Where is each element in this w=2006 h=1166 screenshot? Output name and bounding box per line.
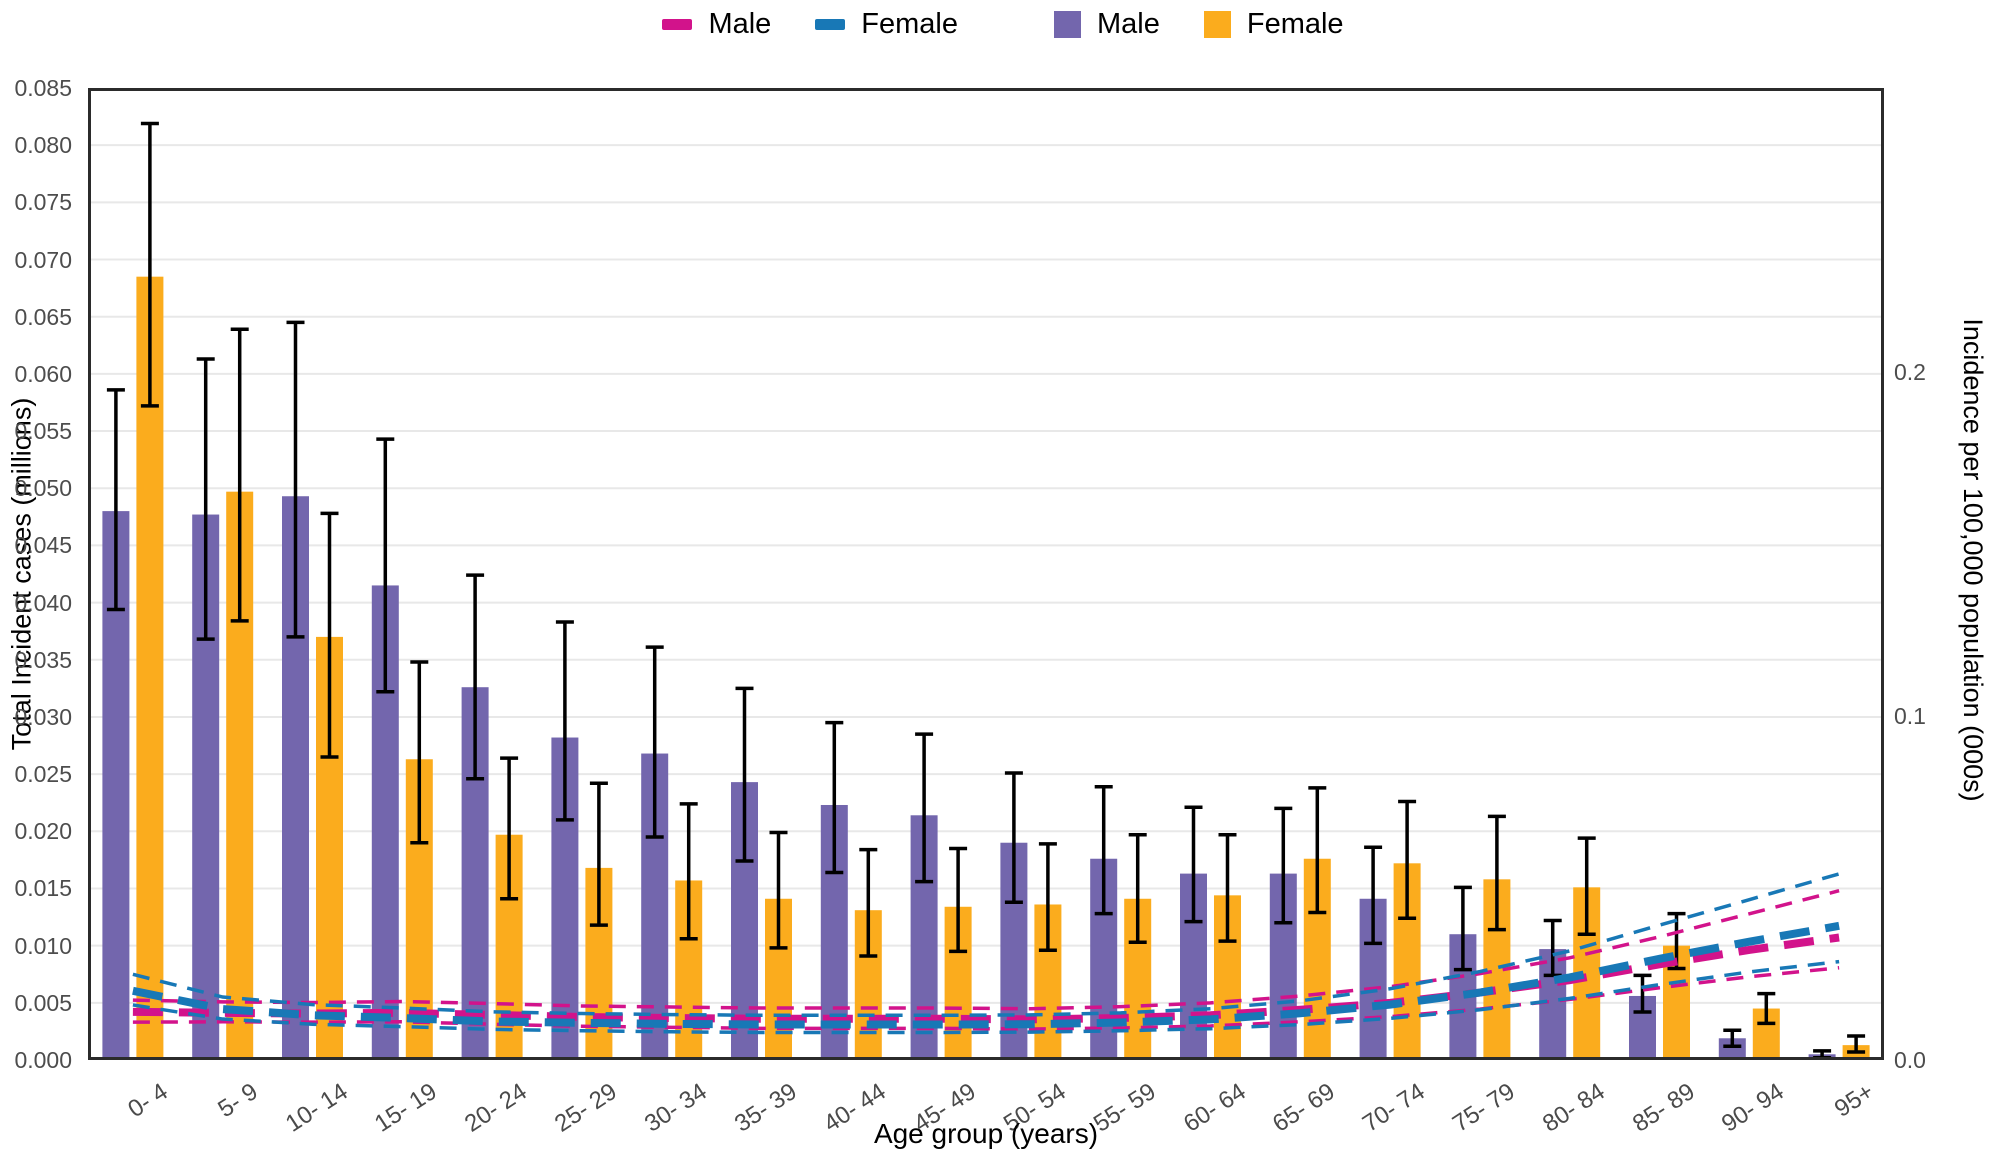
- female-bar-swatch: [1203, 10, 1231, 38]
- left-axis-tick-label: 0.080: [14, 132, 72, 159]
- right-axis-tick-label: 0.0: [1894, 1047, 1926, 1073]
- female-line-swatch: [815, 18, 846, 30]
- left-axis-tick-label: 0.075: [14, 189, 72, 216]
- plot-border: [88, 88, 1884, 1060]
- female-incidence-ci-line: [132, 959, 1840, 1035]
- male-line-swatch: [662, 18, 693, 30]
- legend-item-line-female: Female: [815, 8, 958, 41]
- left-axis-ticks: 0.000 0.005 0.010 0.015 0.020 0.025 0.030 0.035…: [0, 77, 80, 1072]
- left-axis-tick-label: 0.025: [14, 761, 72, 788]
- left-axis-tick-label: 0.000: [14, 1047, 72, 1073]
- plot-svg: [88, 87, 1884, 1060]
- legend-item-bar-male: Male: [1054, 8, 1160, 41]
- left-axis-tick-label: 0.050: [14, 475, 72, 502]
- left-axis-tick-label: 0.010: [14, 932, 72, 959]
- female-incidence-line: [132, 921, 1840, 1029]
- legend-item-line-male: Male: [662, 8, 771, 41]
- legend-line-cluster: Male Female: [662, 8, 958, 41]
- right-axis-ticks: 0.0 0.1 0.2: [1894, 88, 1964, 1071]
- left-axis-tick-label: 0.045: [14, 532, 72, 559]
- legend-label: Male: [1097, 7, 1160, 40]
- left-axis-tick-label: 0.060: [14, 360, 72, 387]
- left-axis-tick-label: 0.030: [14, 703, 72, 730]
- left-axis-tick-label: 0.055: [14, 418, 72, 445]
- female-incidence-ci-line: [132, 872, 1840, 1018]
- legend-bar-cluster: Male Female: [1054, 8, 1344, 41]
- legend-label: Female: [861, 7, 958, 40]
- legend: Male Female Male Female: [0, 2, 2006, 46]
- legend-label: Female: [1246, 7, 1344, 40]
- male-bar: [1718, 1038, 1746, 1060]
- left-axis-tick-label: 0.035: [14, 646, 72, 673]
- male-incidence-line: [132, 933, 1840, 1024]
- legend-item-bar-female: Female: [1203, 7, 1344, 41]
- left-axis-tick-label: 0.070: [14, 246, 72, 273]
- right-axis-tick-label: 0.2: [1894, 358, 1926, 385]
- left-axis-tick-label: 0.005: [14, 989, 72, 1016]
- left-axis-tick-label: 0.040: [14, 589, 72, 616]
- left-axis-tick-label: 0.020: [14, 818, 72, 845]
- legend-label: Male: [708, 7, 772, 40]
- left-axis-tick-label: 0.015: [14, 875, 72, 902]
- x-axis-title: Age group (years): [873, 1118, 1099, 1149]
- male-bar-swatch: [1054, 10, 1081, 38]
- male-incidence-ci-line: [132, 889, 1840, 1011]
- left-axis-tick-label: 0.085: [14, 75, 72, 101]
- plot-area: [88, 87, 1884, 1060]
- right-axis-tick-label: 0.1: [1894, 702, 1926, 729]
- left-axis-tick-label: 0.065: [14, 303, 72, 330]
